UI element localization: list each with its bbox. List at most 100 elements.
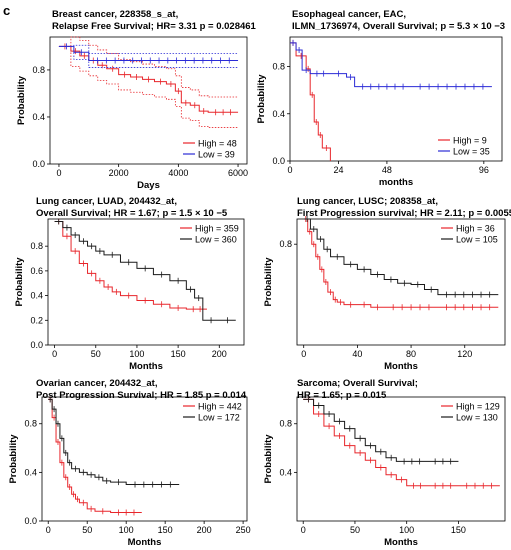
chart-title-line: Lung cancer, LUAD, 204432_at, <box>36 196 177 207</box>
chart-title-line: Ovarian cancer, 204432_at, <box>36 378 157 389</box>
legend-label: Low = 35 <box>453 147 490 157</box>
x-tick-label: 100 <box>119 525 134 535</box>
x-tick-label: 50 <box>350 525 360 535</box>
x-tick-label: 40 <box>352 349 362 359</box>
x-tick-label: 150 <box>171 349 186 359</box>
x-tick-label: 48 <box>382 165 392 175</box>
x-tick-label: 50 <box>91 349 101 359</box>
y-tick-label: 0.4 <box>30 291 43 301</box>
x-axis-label: Months <box>384 537 418 548</box>
series-line-low <box>54 220 236 321</box>
panel-letter: c <box>3 3 11 18</box>
y-tick-label: 0.8 <box>32 65 45 75</box>
ci-band-lower <box>58 46 239 128</box>
series-line-low <box>58 45 239 62</box>
legend-label: Low = 130 <box>456 413 498 423</box>
x-tick-label: 0 <box>52 349 57 359</box>
series-line-low <box>290 42 492 88</box>
chart-title-line: Relapse Free Survival; HR= 3.31 p = 0.02… <box>52 21 257 32</box>
x-axis-label: months <box>379 177 413 188</box>
x-tick-label: 2000 <box>109 168 129 178</box>
x-axis-label: Months <box>129 361 163 372</box>
x-tick-label: 0 <box>56 168 61 178</box>
chart-title-line: HR = 1.65; p = 0.015 <box>297 390 387 401</box>
x-tick-label: 200 <box>197 525 212 535</box>
y-axis-label: Probability <box>263 257 274 307</box>
plot-frame <box>289 36 503 162</box>
series-line-high <box>290 42 331 161</box>
plot-frame <box>296 396 506 522</box>
ci-band-lower <box>58 46 239 68</box>
chart-title-line: ILMN_1736974, Overall Survival; p = 5.3 … <box>292 21 505 32</box>
legend-label: Low = 172 <box>198 413 240 423</box>
legend-label: High = 9 <box>453 136 487 146</box>
chart-title-line: Sarcoma; Overall Survival; <box>297 378 418 389</box>
chart-panel-5: Ovarian cancer, 204432_at,Post Progressi… <box>8 378 251 548</box>
y-tick-label: 0.4 <box>32 112 45 122</box>
series-line-low <box>48 398 180 486</box>
legend-label: Low = 39 <box>198 150 235 160</box>
y-tick-label: 0.0 <box>272 156 285 166</box>
legend-label: Low = 105 <box>456 235 498 245</box>
x-tick-label: 100 <box>129 349 144 359</box>
legend-label: Low = 360 <box>195 235 237 245</box>
x-tick-label: 250 <box>236 525 251 535</box>
chart-panel-1: Breast cancer, 228358_s_at,Relapse Free … <box>16 9 257 191</box>
y-tick-label: 0.8 <box>30 241 43 251</box>
x-tick-label: 0 <box>301 349 306 359</box>
y-axis-label: Probability <box>256 74 267 124</box>
chart-title-line: Lung cancer, LUSC; 208358_at, <box>297 196 438 207</box>
plot-frame <box>296 218 506 346</box>
x-tick-label: 0 <box>287 165 292 175</box>
y-tick-label: 0.0 <box>32 159 45 169</box>
x-axis-label: Months <box>384 361 418 372</box>
y-tick-label: 0.6 <box>30 266 43 276</box>
x-tick-label: 0 <box>46 525 51 535</box>
series-line-high <box>303 218 499 308</box>
legend-label: High = 36 <box>456 224 495 234</box>
ci-band-upper <box>58 36 239 98</box>
y-axis-label: Probability <box>8 434 19 484</box>
legend-label: High = 48 <box>198 139 237 149</box>
y-tick-label: 0.0 <box>30 340 43 350</box>
x-tick-label: 0 <box>301 525 306 535</box>
x-axis-label: Months <box>128 537 162 548</box>
x-axis-label: Days <box>137 180 160 191</box>
series-line-high <box>48 398 142 513</box>
legend-label: High = 359 <box>195 224 239 234</box>
x-tick-label: 200 <box>212 349 227 359</box>
chart-panel-4: Lung cancer, LUSC; 208358_at,First Progr… <box>263 196 511 372</box>
chart-panel-3: Lung cancer, LUAD, 204432_at,Overall Sur… <box>14 196 245 372</box>
x-tick-label: 150 <box>451 525 466 535</box>
legend-label: High = 442 <box>198 402 242 412</box>
y-tick-label: 0.2 <box>30 315 43 325</box>
x-tick-label: 80 <box>406 349 416 359</box>
x-tick-label: 4000 <box>168 168 188 178</box>
x-tick-label: 96 <box>479 165 489 175</box>
chart-panel-6: Sarcoma; Overall Survival;HR = 1.65; p =… <box>263 378 506 548</box>
chart-title-line: Post Progression Survival; HR = 1.85 p =… <box>36 390 247 401</box>
x-tick-label: 50 <box>82 525 92 535</box>
x-tick-label: 6000 <box>228 168 248 178</box>
y-tick-label: 0.4 <box>272 109 285 119</box>
chart-title-line: Esophageal cancer, EAC, <box>292 9 406 20</box>
y-tick-label: 0.0 <box>24 516 37 526</box>
series-line-low <box>303 398 459 462</box>
y-tick-label: 0.8 <box>279 419 292 429</box>
plot-frame <box>41 396 248 522</box>
y-tick-label: 0.8 <box>279 239 292 249</box>
legend-label: High = 129 <box>456 402 500 412</box>
x-tick-label: 150 <box>158 525 173 535</box>
y-tick-label: 0.8 <box>24 419 37 429</box>
y-axis-label: Probability <box>263 434 274 484</box>
chart-title-line: Breast cancer, 228358_s_at, <box>52 9 178 20</box>
y-tick-label: 0.4 <box>24 467 37 477</box>
series-line-high <box>303 398 500 487</box>
chart-title-line: Overall Survival; HR = 1.67; p = 1.5 × 1… <box>36 208 228 219</box>
plot-frame <box>49 36 248 165</box>
chart-title-line: First Progression survival; HR = 2.11; p… <box>297 208 511 219</box>
x-tick-label: 100 <box>399 525 414 535</box>
x-tick-label: 120 <box>457 349 472 359</box>
x-tick-label: 24 <box>333 165 343 175</box>
